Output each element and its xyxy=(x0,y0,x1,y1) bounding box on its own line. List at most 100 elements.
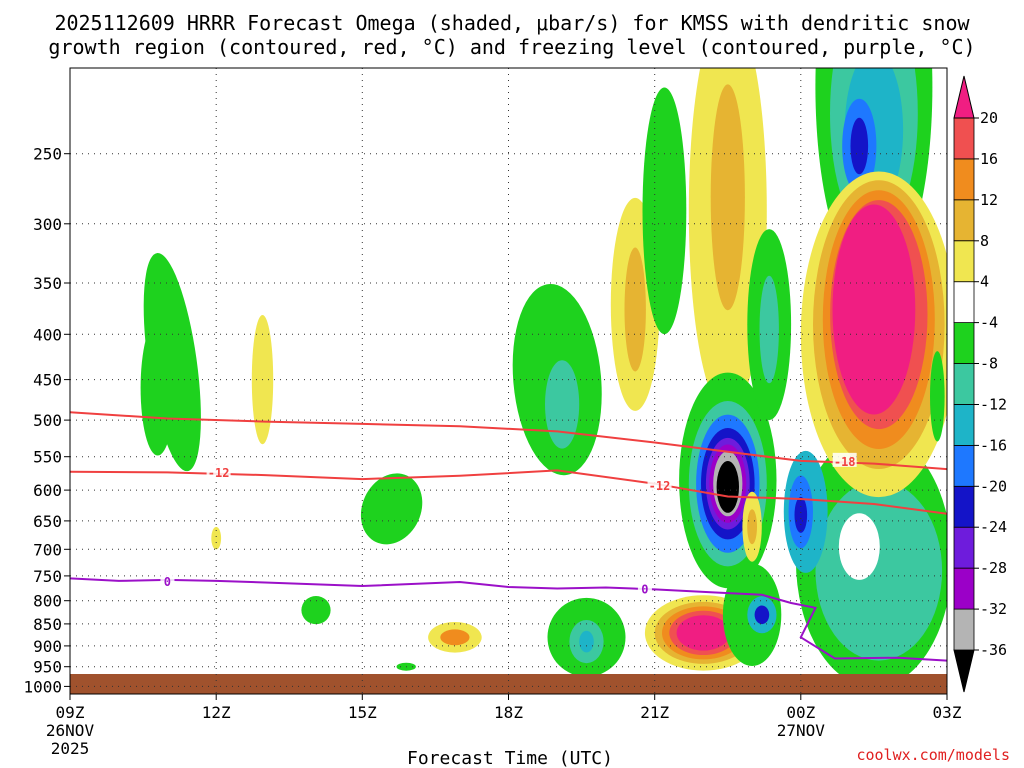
contour-lines: -12 -12 -18 0 0 xyxy=(70,411,947,662)
omega-region-15 xyxy=(624,247,646,372)
colorbar-label-10: 8 xyxy=(980,232,989,250)
omega-region-38 xyxy=(747,509,757,545)
x-tick-date-00Z: 27NOV xyxy=(777,721,826,740)
colorbar-segment-4 xyxy=(953,485,975,528)
omega-region-53 xyxy=(832,204,916,415)
omega-shading xyxy=(140,68,947,688)
omega-region-5 xyxy=(301,596,331,625)
omega-region-3 xyxy=(211,526,222,550)
dgz-label-bg-0 xyxy=(206,463,231,478)
colorbar-segment-11 xyxy=(953,199,975,242)
colorbar-segment-13 xyxy=(953,117,975,160)
y-tick-label-900: 900 xyxy=(33,637,62,656)
y-tick-label-250: 250 xyxy=(33,145,62,164)
omega-region-48 xyxy=(850,117,869,175)
omega-region-1 xyxy=(140,320,175,456)
y-tick-label-300: 300 xyxy=(33,215,62,234)
colorbar-segment-7 xyxy=(953,363,975,405)
colorbar-segment-14 xyxy=(953,75,975,119)
omega-region-40 xyxy=(815,480,943,661)
chart-title-line1: 2025112609 HRRR Forecast Omega (shaded, … xyxy=(54,11,970,35)
dgz-contour-12 xyxy=(70,469,947,515)
y-tick-label-850: 850 xyxy=(33,615,62,634)
colorbar-segment-5 xyxy=(953,444,975,487)
colorbar-segment-0 xyxy=(953,649,975,693)
omega-region-31 xyxy=(676,615,731,651)
x-tick-label-21Z: 21Z xyxy=(640,703,669,722)
colorbar-label-8: -4 xyxy=(980,314,998,332)
freezing-level-label-1: 0 xyxy=(641,583,648,597)
x-tick-label-03Z: 03Z xyxy=(933,703,962,722)
colorbar-label-7: -8 xyxy=(980,355,998,373)
omega-region-4 xyxy=(360,473,423,545)
ground-terrain xyxy=(70,674,947,694)
dgz-contour-18 xyxy=(70,411,947,471)
chart-title-line2: growth region (contoured, red, °C) and f… xyxy=(48,35,975,59)
colorbar-label-1: -32 xyxy=(980,600,1007,618)
omega-region-43 xyxy=(794,496,808,533)
omega-region-34 xyxy=(754,605,770,625)
colorbar-label-9: 4 xyxy=(980,273,989,291)
colorbar-label-13: 20 xyxy=(980,109,998,127)
colorbar-segment-2 xyxy=(953,567,975,610)
colorbar-segment-1 xyxy=(953,608,975,651)
x-tick-label-15Z: 15Z xyxy=(348,703,377,722)
x-tick-date-09Z: 26NOV xyxy=(46,721,95,740)
credit-label: coolwx.com/models xyxy=(856,746,1010,764)
colorbar-label-11: 12 xyxy=(980,191,998,209)
omega-colorbar: -36 -32 -28 -24 -20 -16 -12 -8 -4 4 8 12 16 20 xyxy=(953,75,1007,693)
omega-region-8 xyxy=(440,629,470,646)
omega-region-26 xyxy=(716,461,739,513)
x-tick-label-12Z: 12Z xyxy=(202,703,231,722)
x-tick-label-18Z: 18Z xyxy=(494,703,523,722)
y-tick-label-600: 600 xyxy=(33,481,62,500)
dgz-label-bg-2 xyxy=(832,452,857,467)
colorbar-label-6: -12 xyxy=(980,396,1007,414)
y-tick-label-500: 500 xyxy=(33,411,62,430)
x-tick-year-09Z: 2025 xyxy=(51,739,90,758)
freezing-label-bg-1 xyxy=(637,580,652,595)
colorbar-segment-3 xyxy=(953,526,975,569)
omega-region-16 xyxy=(642,87,687,335)
omega-region-18 xyxy=(710,84,745,311)
y-tick-label-350: 350 xyxy=(33,274,62,293)
dgz-contour-label-2: -18 xyxy=(834,455,856,469)
colorbar-label-2: -28 xyxy=(980,559,1007,577)
colorbar-segment-8 xyxy=(953,322,975,364)
colorbar-segment-10 xyxy=(953,240,975,283)
colorbar-label-12: 16 xyxy=(980,150,998,168)
y-tick-label-750: 750 xyxy=(33,567,62,586)
dgz-label-bg-1 xyxy=(647,476,672,491)
colorbar-label-0: -36 xyxy=(980,641,1007,659)
dgz-contour-label-0: -12 xyxy=(208,466,230,480)
x-axis-label: Forecast Time (UTC) xyxy=(407,748,613,768)
x-tick-label-09Z: 09Z xyxy=(56,703,85,722)
colorbar-segment-12 xyxy=(953,158,975,201)
colorbar-label-4: -20 xyxy=(980,477,1007,495)
freezing-level-label-0: 0 xyxy=(164,575,171,589)
freezing-label-bg-0 xyxy=(160,572,175,587)
y-tick-label-400: 400 xyxy=(33,325,62,344)
freezing-level-contour xyxy=(70,577,947,662)
omega-region-36 xyxy=(759,275,779,384)
dgz-contour-label-1: -12 xyxy=(649,479,671,493)
omega-region-54 xyxy=(930,351,945,442)
colorbar-label-3: -24 xyxy=(980,518,1007,536)
colorbar-segment-6 xyxy=(953,404,975,446)
y-tick-label-650: 650 xyxy=(33,512,62,531)
x-tick-label-00Z: 00Z xyxy=(786,703,815,722)
colorbar-label-5: -16 xyxy=(980,436,1007,454)
y-tick-label-450: 450 xyxy=(33,371,62,390)
omega-region-13 xyxy=(579,630,594,653)
colorbar-segment-9 xyxy=(953,281,975,324)
omega-region-10 xyxy=(545,360,580,449)
y-tick-label-800: 800 xyxy=(33,592,62,611)
y-tick-label-550: 550 xyxy=(33,448,62,467)
y-tick-label-700: 700 xyxy=(33,540,62,559)
pressure-axis: 250 300 350 400 450 500 550 600 650 700 750 800 850 9… xyxy=(23,145,70,696)
omega-region-55 xyxy=(838,513,880,580)
y-tick-label-1000: 1000 xyxy=(23,677,62,696)
y-tick-label-950: 950 xyxy=(33,658,62,677)
